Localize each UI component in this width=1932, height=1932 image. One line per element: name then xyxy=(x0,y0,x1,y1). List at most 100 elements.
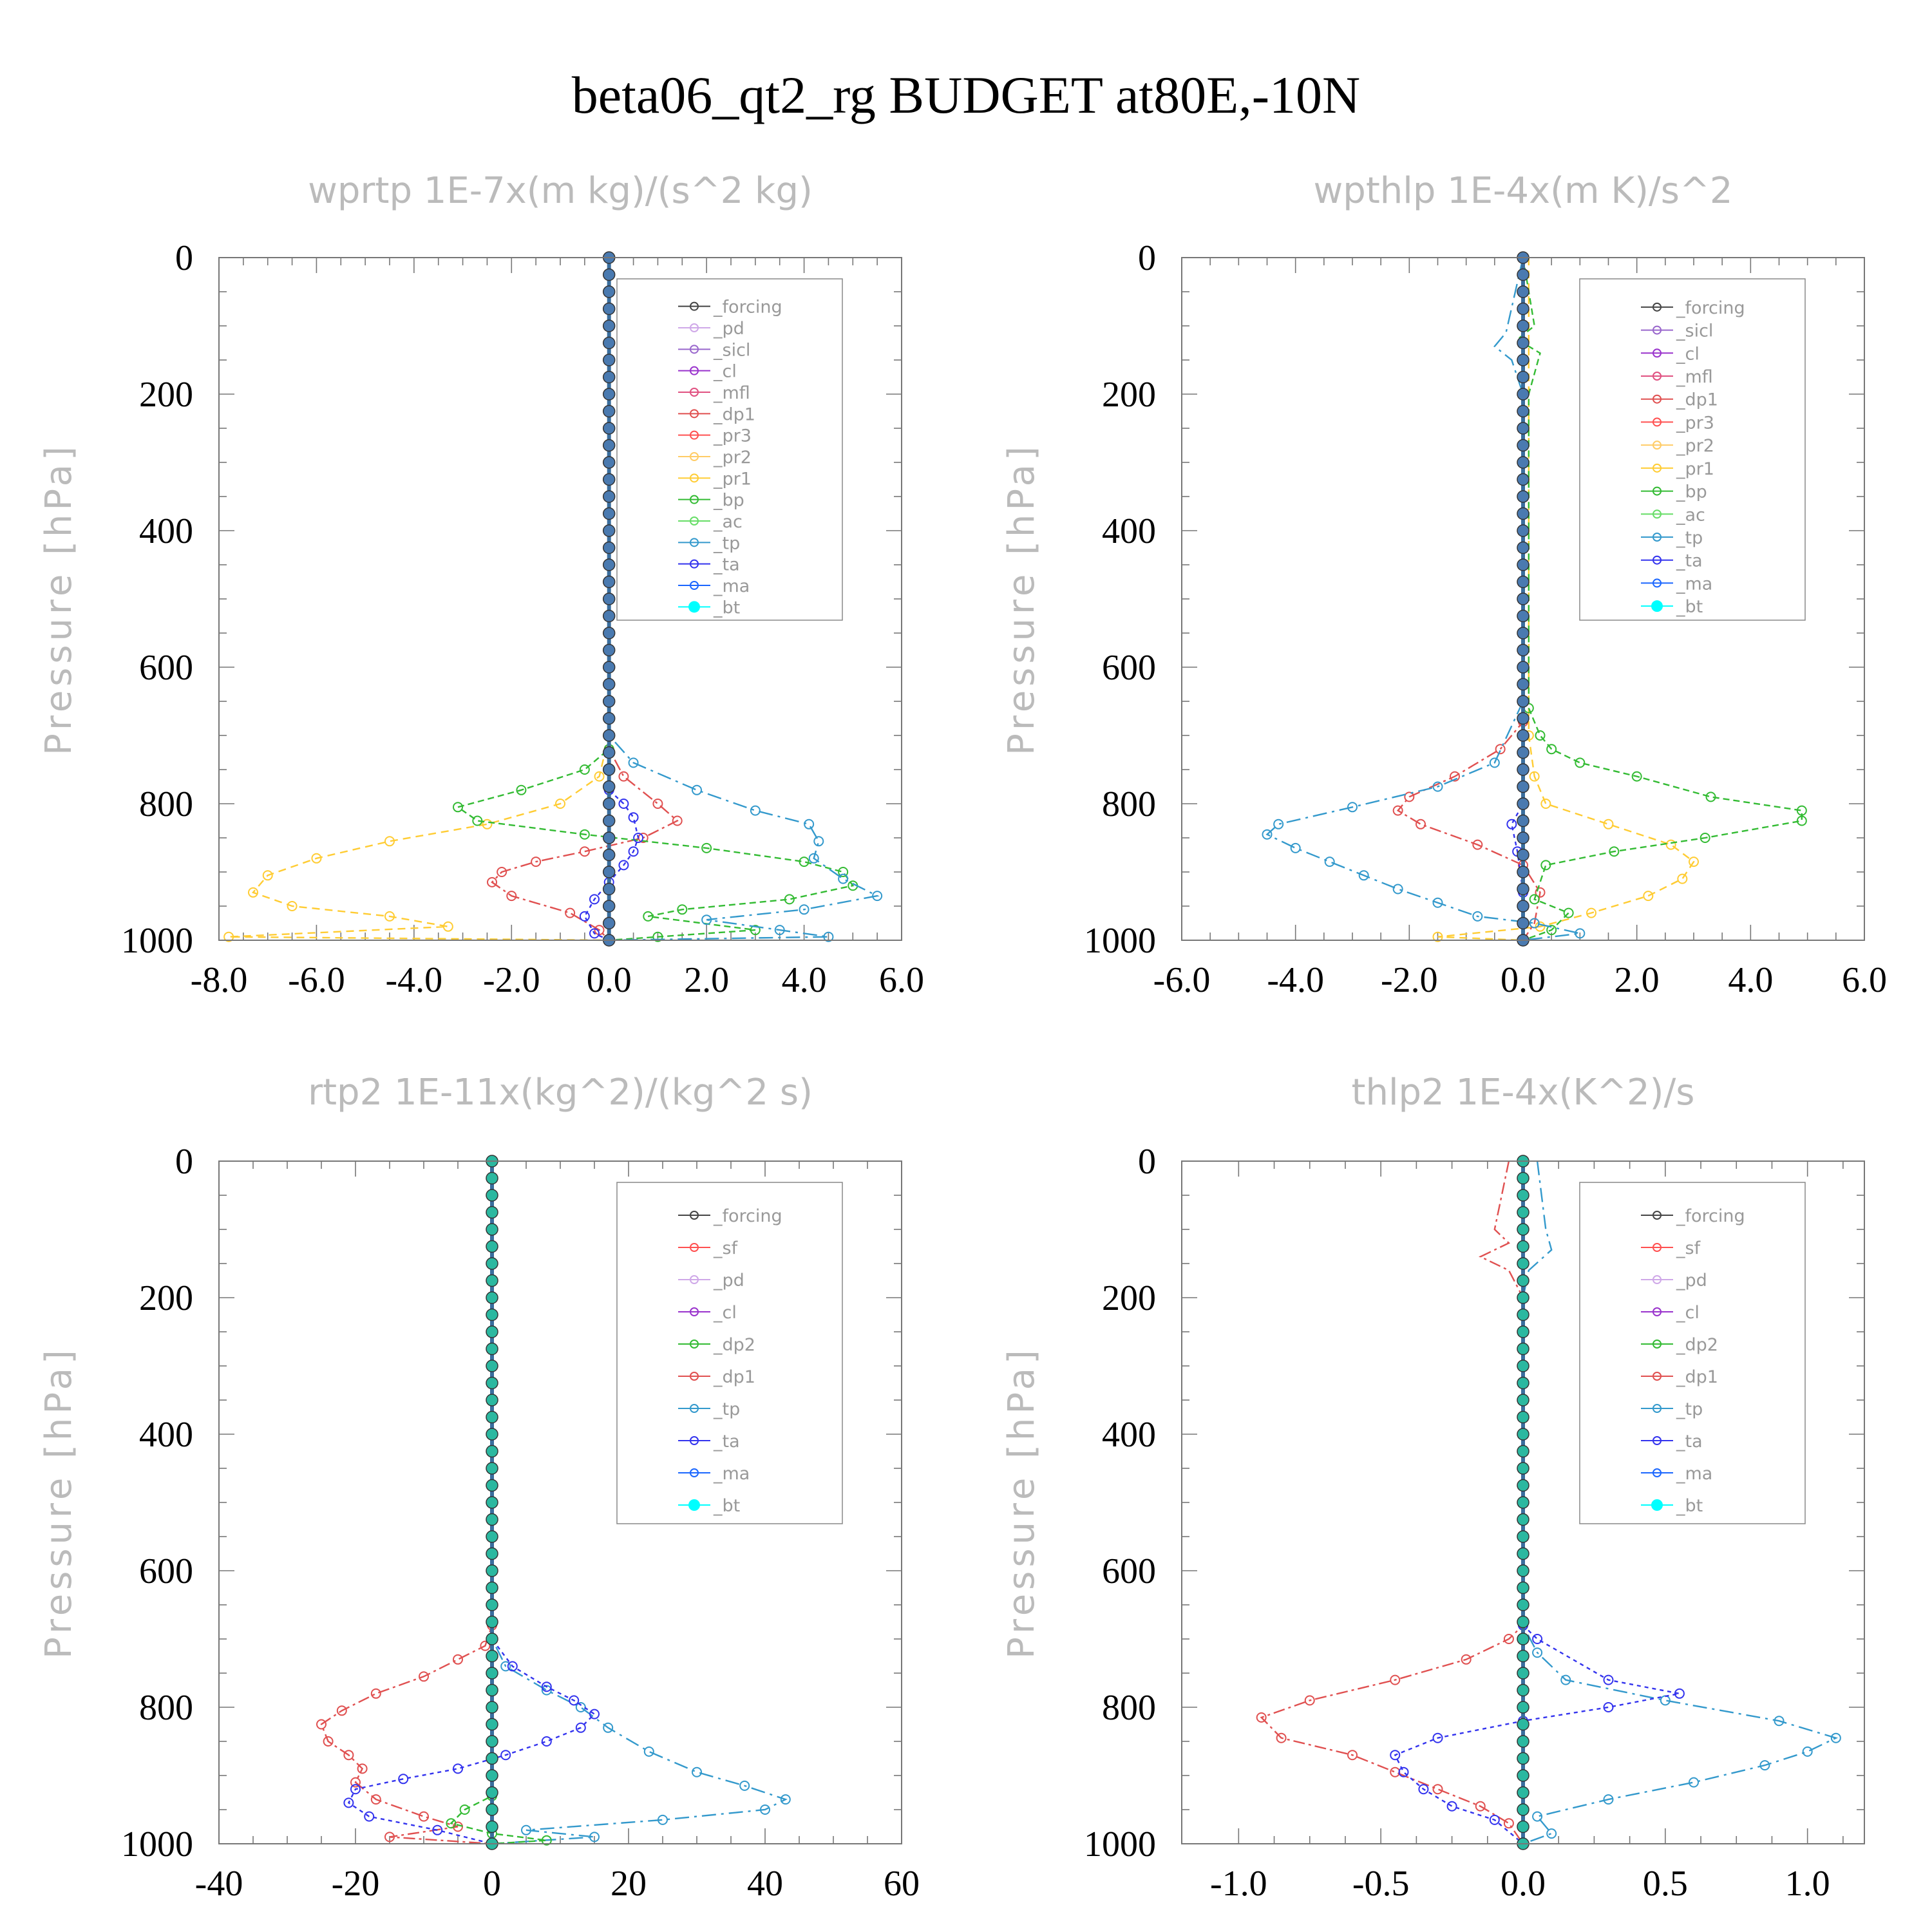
bt-marker xyxy=(1517,1240,1530,1253)
series-line-dp1 xyxy=(1260,1160,1524,1844)
bt-marker xyxy=(1517,900,1530,913)
legend-label: _tp xyxy=(713,533,740,553)
bt-marker xyxy=(602,882,616,896)
series-point-dp1 xyxy=(1304,1695,1315,1706)
series-point-tp xyxy=(521,1824,531,1835)
bt-marker xyxy=(602,388,616,401)
legend-label: _ac xyxy=(1676,505,1705,525)
bt-marker xyxy=(1517,797,1530,810)
bt-marker xyxy=(1517,643,1530,657)
series-point-bp xyxy=(516,784,527,795)
series-point-ta xyxy=(589,894,600,905)
panel-3: rtp2 1E-11x(kg^2)/(kg^2 s) Pressure [hPa]… xyxy=(38,1072,920,1904)
series-line-ta xyxy=(1394,1161,1680,1844)
legend-label: _tp xyxy=(713,1399,740,1419)
legend-label: _forcing xyxy=(713,298,782,317)
series-point-tp xyxy=(643,1746,654,1757)
series-point-bp xyxy=(799,857,810,867)
panel-title: rtp2 1E-11x(kg^2)/(kg^2 s) xyxy=(308,1072,813,1113)
legend-marker-dp1 xyxy=(1653,1372,1662,1381)
series-point-dp1 xyxy=(487,876,497,887)
series-point-tp xyxy=(1603,1794,1614,1805)
legend-marker-sf xyxy=(1653,1243,1662,1252)
legend-marker-bt xyxy=(1651,600,1663,612)
legend-label: _forcing xyxy=(713,1206,782,1226)
legend-label: _pr1 xyxy=(713,469,752,489)
bt-marker xyxy=(486,1564,498,1577)
series-point-tp xyxy=(1560,1674,1571,1685)
series-point-tp xyxy=(692,784,702,795)
plot-frame xyxy=(218,257,902,941)
legend-label: _pd xyxy=(713,319,744,339)
bt-marker xyxy=(1517,1308,1530,1321)
series-point-dp1 xyxy=(1392,805,1403,816)
series-point-bp xyxy=(1535,730,1546,741)
series-line-ta xyxy=(347,1161,596,1845)
bt-marker xyxy=(1517,1410,1530,1424)
series-point-bp xyxy=(1563,907,1574,918)
bt-marker xyxy=(1517,1291,1530,1304)
series-point-pr1 xyxy=(223,931,234,942)
series-point-dp1 xyxy=(1503,1634,1514,1644)
legend-marker-ma xyxy=(1653,578,1662,588)
bt-marker xyxy=(602,319,616,332)
bt-marker xyxy=(1517,729,1530,742)
bt-marker xyxy=(1517,422,1530,435)
bt-marker xyxy=(1517,1803,1530,1816)
bt-marker xyxy=(1517,1564,1530,1577)
bt-marker xyxy=(486,1428,498,1441)
bt-marker xyxy=(1517,558,1530,571)
series-point-tp xyxy=(1392,884,1403,895)
bt-marker xyxy=(602,575,616,589)
y-tick-label: 400 xyxy=(139,1415,193,1455)
plot-frame xyxy=(1181,257,1865,941)
x-tick-label: 0.0 xyxy=(1501,1864,1546,1904)
bt-marker xyxy=(1517,1513,1530,1526)
bt-marker xyxy=(486,1615,498,1629)
bt-marker xyxy=(486,1410,498,1424)
series-point-ta xyxy=(589,928,600,939)
series-point-dp1 xyxy=(370,1688,381,1699)
series-point-ta xyxy=(575,1722,586,1733)
legend-label: _ac xyxy=(713,512,743,532)
legend-marker-tp xyxy=(690,538,699,547)
bt-marker xyxy=(486,1462,498,1475)
y-tick-label: 0 xyxy=(175,238,193,278)
series-point-tp xyxy=(541,1685,552,1696)
legend-marker-ac xyxy=(1653,509,1662,519)
series-point-dp1 xyxy=(652,799,663,809)
legend-marker-dp2 xyxy=(1653,1340,1662,1349)
legend-label: _pr1 xyxy=(1676,459,1714,479)
bt-marker xyxy=(602,797,616,810)
series-point-ta xyxy=(633,833,644,843)
series-point-dp1 xyxy=(1475,1801,1486,1812)
series-line-dp1 xyxy=(320,1161,493,1845)
bt-marker xyxy=(1517,1633,1530,1645)
y-tick-label: 1000 xyxy=(121,921,193,961)
series-point-ta xyxy=(1506,819,1517,829)
legend-marker-pr3 xyxy=(1653,417,1662,427)
series-point-dp1 xyxy=(419,1671,429,1682)
x-tick-label: 1.0 xyxy=(1785,1864,1830,1904)
legend-box xyxy=(1579,278,1806,621)
bt-marker xyxy=(1517,388,1530,401)
panels: wprtp 1E-7x(m kg)/(s^2 kg) Pressure [hPa]… xyxy=(38,170,1887,1904)
legend-label: _dp2 xyxy=(713,1335,755,1355)
bt-marker xyxy=(1517,814,1530,828)
legend-label: _dp1 xyxy=(1676,1367,1718,1387)
series-point-dp1 xyxy=(1450,771,1460,782)
series-point-ta xyxy=(350,1784,361,1795)
bt-marker xyxy=(486,1769,498,1782)
bt-marker xyxy=(1517,336,1530,350)
x-tick-label: 2.0 xyxy=(1615,960,1660,1000)
series-point-dp1 xyxy=(1535,887,1546,898)
series-point-tp xyxy=(1432,897,1443,908)
series-point-tp xyxy=(739,1780,750,1791)
panel-2: wpthlp 1E-4x(m K)/s^2 Pressure [hPa] 0 200 4… xyxy=(1001,170,1887,1000)
bt-marker xyxy=(1517,627,1530,639)
x-tick-label: -0.5 xyxy=(1352,1864,1410,1904)
legend-label: _pr3 xyxy=(713,426,752,446)
bt-marker xyxy=(1517,1820,1530,1833)
series-point-dp1 xyxy=(1390,1766,1401,1777)
x-tick-label: -40 xyxy=(195,1864,243,1904)
